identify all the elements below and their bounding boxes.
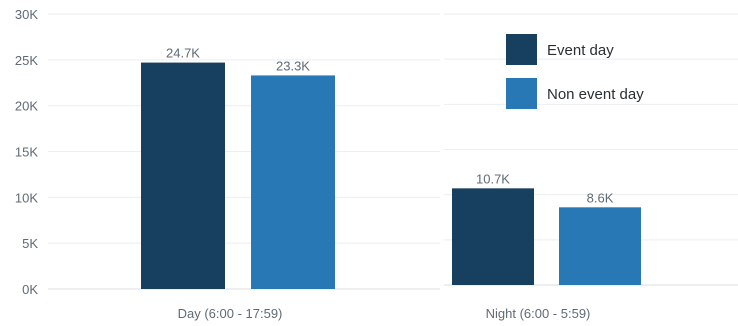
y-tick-label: 5K <box>22 236 38 251</box>
y-tick-label: 20K <box>15 99 38 114</box>
x-axis-categories: Day (6:00 - 17:59) Night (6:00 - 5:59) <box>178 306 591 321</box>
legend-entry: Event day <box>547 42 614 59</box>
data-labels: 24.7K 10.7K 23.3K 8.6K <box>166 46 614 206</box>
x-category-label: Night (6:00 - 5:59) <box>486 306 591 321</box>
data-label: 10.7K <box>476 171 510 186</box>
bar-0-0 <box>141 62 225 290</box>
y-tick-label: 30K <box>15 7 38 22</box>
y-tick-label: 0K <box>22 282 38 297</box>
legend-swatch <box>506 78 537 109</box>
legend-swatch <box>506 34 537 65</box>
x-category-label: Day (6:00 - 17:59) <box>178 306 283 321</box>
legend-entry: Non event day <box>547 86 644 103</box>
bar-1-0 <box>251 75 335 290</box>
y-tick-label: 15K <box>15 145 38 160</box>
bar-0-1 <box>452 188 534 285</box>
y-axis-ticks: 0K 5K 10K 15K 20K 25K 30K <box>15 7 38 297</box>
bars <box>141 62 641 290</box>
y-tick-label: 10K <box>15 190 38 205</box>
data-label: 23.3K <box>276 58 310 73</box>
y-tick-label: 25K <box>15 53 38 68</box>
legend: Event day Non event day <box>506 34 644 109</box>
data-label: 24.7K <box>166 46 200 61</box>
bar-1-1 <box>559 207 641 285</box>
data-label: 8.6K <box>587 190 614 205</box>
